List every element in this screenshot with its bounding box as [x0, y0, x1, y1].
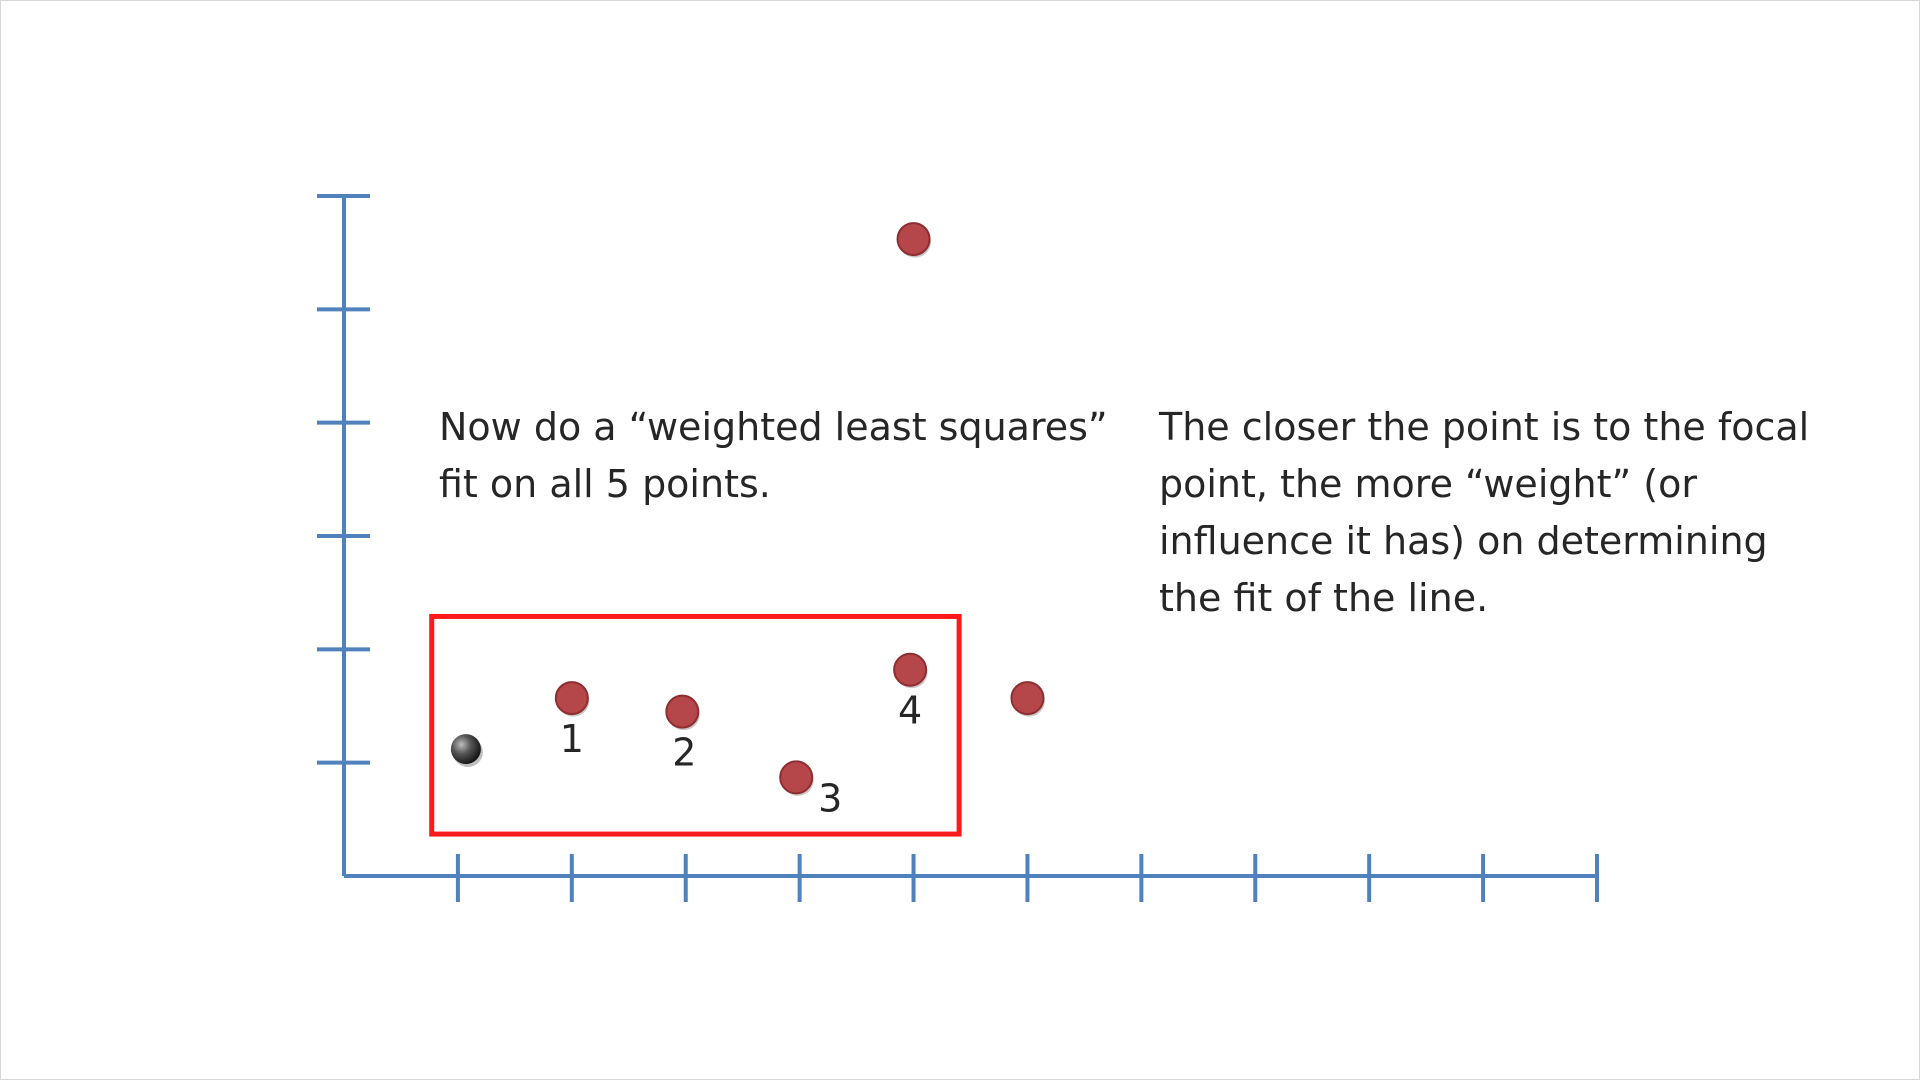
annotation-line: Now do a “weighted least squares” [439, 405, 1108, 449]
focal-point [450, 734, 481, 765]
annotation-weight-explanation: The closer the point is to the focal poi… [1159, 399, 1879, 627]
annotation-line: fit on all 5 points. [439, 462, 771, 506]
point-label: 3 [818, 776, 842, 820]
annotation-weighted-fit: Now do a “weighted least squares” fit on… [439, 399, 1139, 513]
data-point-2 [665, 694, 700, 729]
annotation-line: the fit of the line. [1159, 576, 1489, 620]
point-label: 1 [560, 717, 584, 761]
data-point-4 [893, 652, 928, 687]
annotation-line: point, the more “weight” (or [1159, 462, 1697, 506]
annotation-line: The closer the point is to the focal [1159, 405, 1810, 449]
data-point [1010, 681, 1045, 716]
data-point-3 [779, 760, 814, 795]
highlight-box [429, 613, 962, 837]
data-point [896, 222, 931, 257]
point-label: 4 [898, 689, 922, 733]
highlight-layer [429, 613, 962, 837]
data-point-1 [554, 681, 589, 716]
points-layer: 1 2 3 4 [450, 222, 1045, 820]
annotation-line: influence it has) on determining [1159, 519, 1768, 563]
axes [317, 194, 1599, 902]
point-label: 2 [672, 731, 696, 775]
